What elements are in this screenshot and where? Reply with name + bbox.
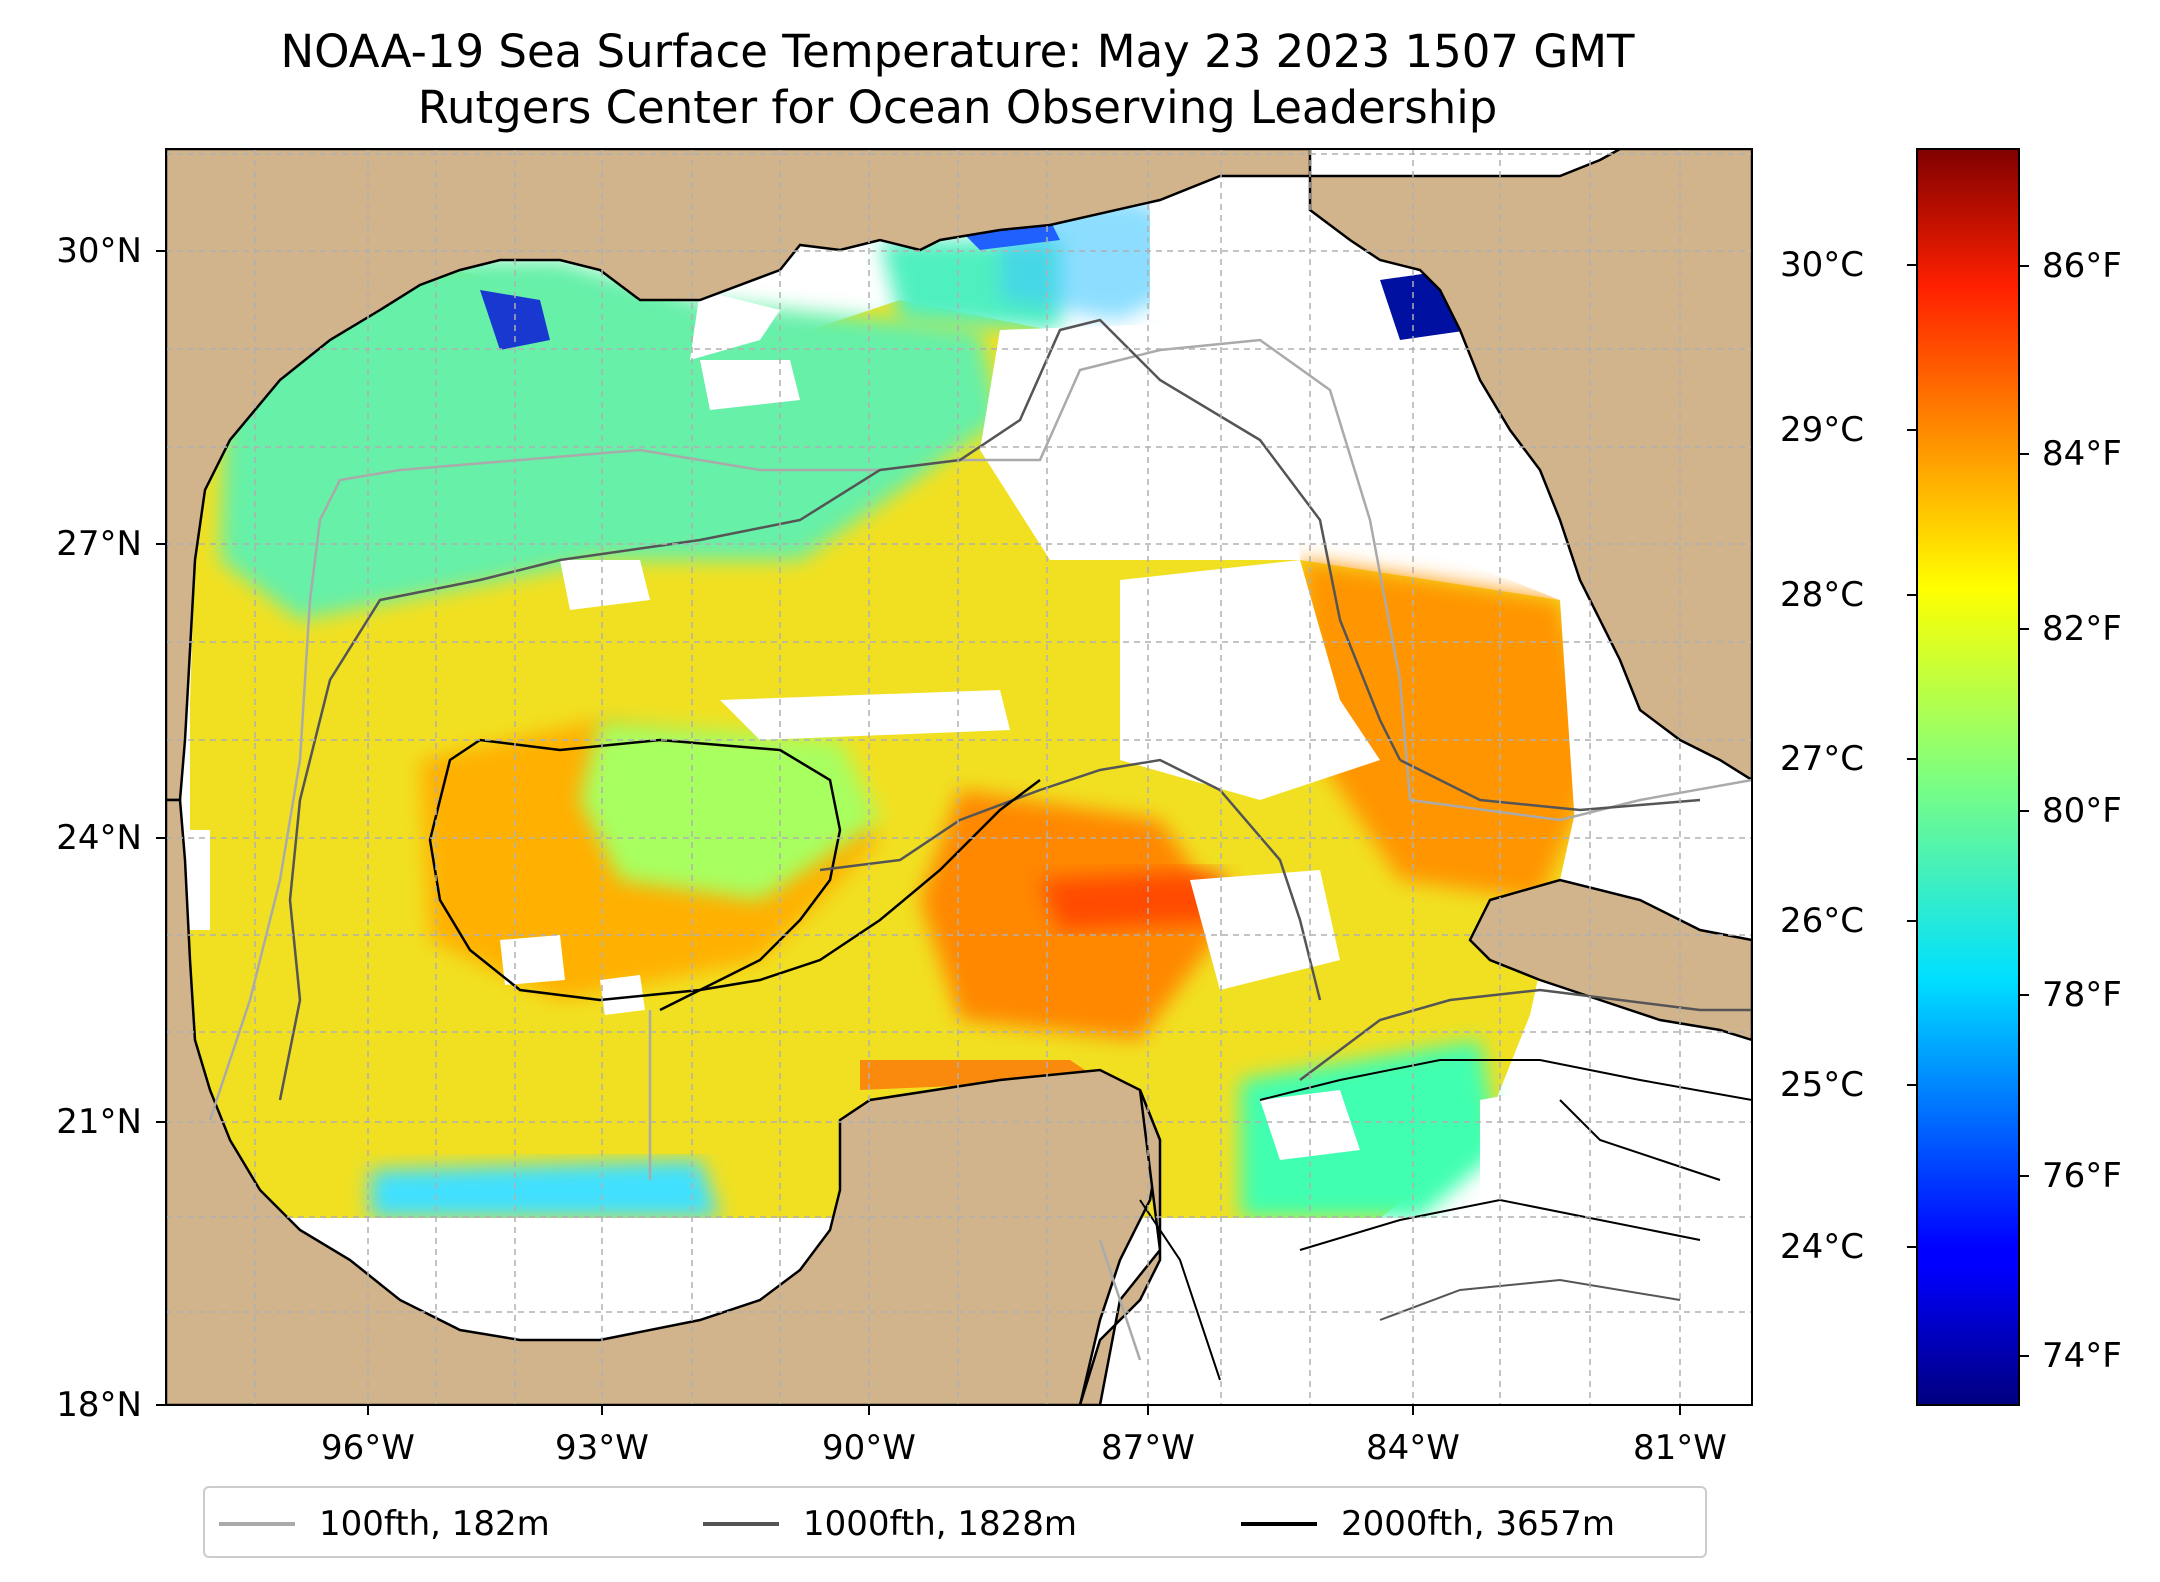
lon-label: 96°W — [321, 1428, 415, 1468]
colorbar-fahrenheit-label: 74°F — [2042, 1336, 2122, 1376]
legend-label: 1000fth, 1828m — [803, 1504, 1078, 1544]
lon-label: 93°W — [555, 1428, 649, 1468]
legend-swatch — [219, 1522, 295, 1526]
isobath-contours — [208, 318, 1752, 1381]
colorbar-fahrenheit-label: 78°F — [2042, 975, 2122, 1015]
lon-label: 90°W — [822, 1428, 916, 1468]
colorbar-celsius-label: 30°C — [1780, 245, 1865, 285]
isobath-legend: 100fth, 182m 1000fth, 1828m 2000fth, 365… — [203, 1486, 1707, 1558]
colorbar-celsius-label: 29°C — [1780, 410, 1865, 450]
legend-label: 2000fth, 3657m — [1341, 1504, 1616, 1544]
colorbar-ticks — [1907, 264, 2029, 1357]
colorbar-fahrenheit-label: 84°F — [2042, 434, 2122, 474]
lat-label: 24°N — [56, 818, 142, 858]
colorbar-fahrenheit-label: 76°F — [2042, 1156, 2122, 1196]
lat-label: 30°N — [56, 231, 142, 271]
lat-label: 18°N — [56, 1385, 142, 1425]
map-title: NOAA-19 Sea Surface Temperature: May 23 … — [280, 25, 1635, 78]
map-subtitle: Rutgers Center for Ocean Observing Leade… — [417, 81, 1498, 134]
lon-label: 81°W — [1633, 1428, 1727, 1468]
axis-ticks — [156, 250, 1681, 1415]
colorbar-fahrenheit-label: 86°F — [2042, 246, 2122, 286]
lon-label: 87°W — [1101, 1428, 1195, 1468]
colorbar-celsius-label: 26°C — [1780, 901, 1865, 941]
colorbar-fahrenheit-label: 80°F — [2042, 791, 2122, 831]
legend-swatch — [703, 1522, 779, 1526]
map-plot-area — [166, 149, 1752, 1405]
lon-label: 84°W — [1366, 1428, 1460, 1468]
colorbar-celsius-label: 28°C — [1780, 575, 1865, 615]
legend-label: 100fth, 182m — [319, 1504, 550, 1544]
colorbar-fahrenheit-label: 82°F — [2042, 609, 2122, 649]
colorbar-celsius-label: 25°C — [1780, 1065, 1865, 1105]
lat-label: 27°N — [56, 524, 142, 564]
lat-label: 21°N — [56, 1102, 142, 1142]
legend-swatch — [1241, 1522, 1317, 1526]
land-mass — [166, 149, 1752, 1405]
colorbar-celsius-label: 27°C — [1780, 739, 1865, 779]
colorbar — [1916, 148, 2020, 1406]
map-frame — [165, 148, 1753, 1406]
map-gridlines — [166, 149, 1752, 1405]
colorbar-celsius-label: 24°C — [1780, 1227, 1865, 1267]
